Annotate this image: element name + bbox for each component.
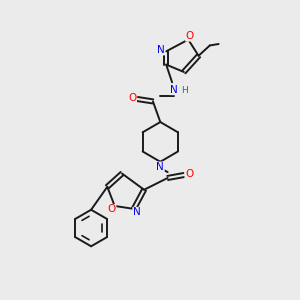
Text: N: N (157, 45, 165, 55)
Text: N: N (133, 207, 141, 218)
Text: O: O (108, 205, 116, 214)
Text: N: N (170, 85, 177, 94)
Text: O: O (128, 93, 136, 103)
Text: O: O (185, 169, 193, 178)
Text: O: O (186, 31, 194, 41)
Text: H: H (181, 86, 188, 95)
Text: N: N (156, 162, 164, 172)
